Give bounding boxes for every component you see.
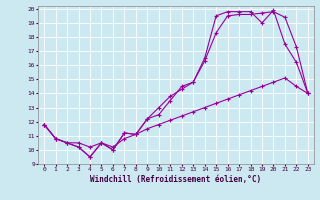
X-axis label: Windchill (Refroidissement éolien,°C): Windchill (Refroidissement éolien,°C)	[91, 175, 261, 184]
